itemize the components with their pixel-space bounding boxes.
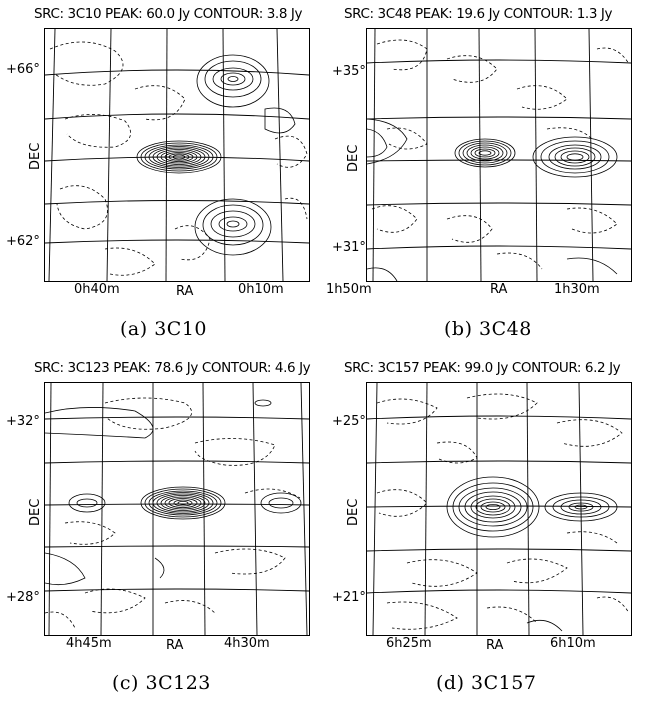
negative-contours (371, 39, 630, 270)
negative-contours (49, 41, 308, 276)
secondary-contours (194, 54, 296, 256)
contour-plot (366, 382, 632, 636)
dec-tick-label: +28° (6, 590, 40, 605)
figure-caption: (c) 3C123 (112, 672, 211, 694)
panel-header: SRC: 3C157 PEAK: 99.0 Jy CONTOUR: 6.2 Jy (344, 360, 621, 376)
dec-tick-label: +31° (332, 240, 366, 255)
coordinate-grid (45, 29, 309, 281)
contour-plot (44, 382, 310, 636)
main-source-contours (367, 118, 618, 281)
ra-tick-label: 6h10m (550, 636, 596, 651)
ra-tick-label: 1h30m (554, 282, 600, 297)
negative-contours (45, 397, 301, 629)
dec-axis-label: DEC (28, 142, 43, 170)
contour-map (45, 29, 309, 281)
ra-axis-label: RA (486, 638, 504, 653)
dec-axis-label: DEC (346, 144, 361, 172)
ra-tick-label: 6h25m (386, 636, 432, 651)
ra-tick-label: 0h40m (74, 282, 120, 297)
contour-map (45, 383, 309, 635)
panel-header: SRC: 3C10 PEAK: 60.0 Jy CONTOUR: 3.8 Jy (34, 6, 303, 22)
main-source-contours (446, 476, 618, 632)
dec-tick-label: +21° (332, 590, 366, 605)
dec-tick-label: +35° (332, 64, 366, 79)
dec-tick-label: +62° (6, 234, 40, 249)
ra-axis-label: RA (490, 282, 508, 297)
negative-contours (376, 393, 630, 630)
ra-tick-label: 0h10m (238, 282, 284, 297)
panel-header: SRC: 3C123 PEAK: 78.6 Jy CONTOUR: 4.6 Jy (34, 360, 311, 376)
main-source-contours (45, 399, 302, 586)
ra-tick-label: 4h30m (224, 636, 270, 651)
dec-tick-label: +32° (6, 414, 40, 429)
contour-plot (44, 28, 310, 282)
contour-plot (366, 28, 632, 282)
dec-axis-label: DEC (28, 498, 43, 526)
ra-tick-label: 1h50m (326, 282, 372, 297)
dec-tick-label: +66° (6, 62, 40, 77)
coordinate-grid (367, 29, 631, 281)
main-source-contours (136, 140, 222, 174)
ra-tick-label: 4h45m (66, 636, 112, 651)
figure-caption: (a) 3C10 (120, 318, 207, 340)
dec-tick-label: +25° (332, 414, 366, 429)
ra-axis-label: RA (166, 638, 184, 653)
coordinate-grid (367, 383, 631, 635)
figure-caption: (b) 3C48 (444, 318, 532, 340)
ra-axis-label: RA (176, 284, 194, 299)
figure-caption: (d) 3C157 (436, 672, 537, 694)
coordinate-grid (45, 383, 309, 635)
contour-map (367, 29, 631, 281)
panel-header: SRC: 3C48 PEAK: 19.6 Jy CONTOUR: 1.3 Jy (344, 6, 613, 22)
dec-axis-label: DEC (346, 498, 361, 526)
contour-map (367, 383, 631, 635)
